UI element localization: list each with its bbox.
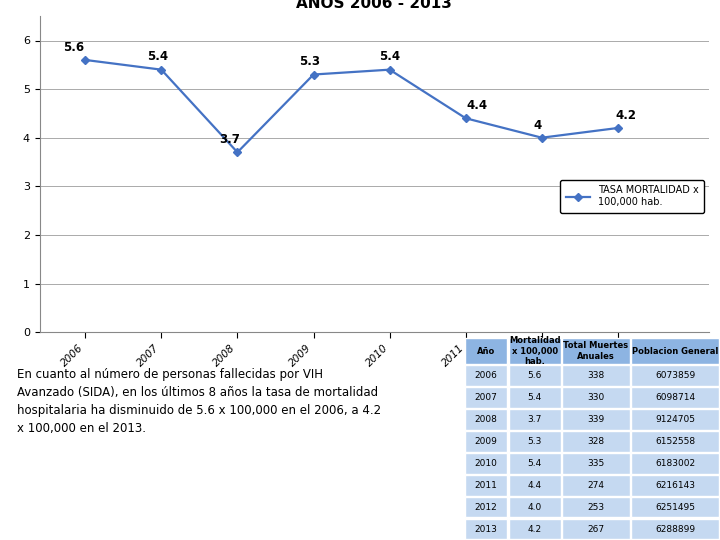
FancyBboxPatch shape	[508, 519, 561, 539]
TASA MORTALIDAD x
100,000 hab.	[309, 71, 318, 78]
Text: 5.3: 5.3	[300, 55, 320, 68]
FancyBboxPatch shape	[631, 519, 719, 539]
Text: 6288899: 6288899	[655, 524, 696, 534]
Text: 6216143: 6216143	[655, 481, 696, 490]
Text: 3.7: 3.7	[220, 133, 240, 146]
TASA MORTALIDAD x
100,000 hab.	[613, 125, 622, 131]
Text: 5.3: 5.3	[528, 437, 542, 446]
Text: 3.7: 3.7	[528, 415, 542, 424]
FancyBboxPatch shape	[562, 453, 630, 474]
FancyBboxPatch shape	[562, 338, 630, 364]
FancyBboxPatch shape	[465, 519, 507, 539]
FancyBboxPatch shape	[508, 387, 561, 408]
FancyBboxPatch shape	[562, 431, 630, 452]
Text: UNAMONOS PARA CRECER: UNAMONOS PARA CRECER	[612, 33, 684, 38]
FancyBboxPatch shape	[508, 409, 561, 430]
Legend: TASA MORTALIDAD x
100,000 hab.: TASA MORTALIDAD x 100,000 hab.	[560, 180, 704, 213]
Text: Mortalidad
x 100,000
hab.: Mortalidad x 100,000 hab.	[509, 336, 560, 366]
Text: 2007: 2007	[474, 393, 498, 402]
Text: 2013: 2013	[474, 524, 498, 534]
FancyBboxPatch shape	[465, 453, 507, 474]
Text: En cuanto al número de personas fallecidas por VIH
Avanzado (SIDA), en los últim: En cuanto al número de personas fallecid…	[17, 368, 382, 435]
FancyBboxPatch shape	[465, 475, 507, 496]
Text: 4.0: 4.0	[528, 503, 542, 512]
FancyBboxPatch shape	[562, 387, 630, 408]
Text: 2008: 2008	[474, 415, 498, 424]
Text: 4.4: 4.4	[467, 99, 487, 112]
TASA MORTALIDAD x
100,000 hab.	[157, 66, 166, 73]
Text: MORTALIDAD 2006-2013: MORTALIDAD 2006-2013	[88, 15, 546, 48]
TASA MORTALIDAD x
100,000 hab.	[385, 66, 394, 73]
Text: 9124705: 9124705	[655, 415, 696, 424]
Text: Poblacion General: Poblacion General	[632, 347, 719, 356]
FancyBboxPatch shape	[508, 475, 561, 496]
Text: 335: 335	[588, 459, 605, 468]
FancyBboxPatch shape	[465, 497, 507, 517]
FancyBboxPatch shape	[631, 475, 719, 496]
TASA MORTALIDAD x
100,000 hab.	[81, 57, 89, 63]
Text: 2011: 2011	[474, 481, 498, 490]
Text: 2006: 2006	[474, 372, 498, 380]
Text: 4.2: 4.2	[528, 524, 541, 534]
FancyBboxPatch shape	[631, 497, 719, 517]
FancyBboxPatch shape	[631, 387, 719, 408]
Text: 253: 253	[588, 503, 605, 512]
Text: 5.4: 5.4	[147, 50, 168, 63]
FancyBboxPatch shape	[465, 366, 507, 386]
Text: 2010: 2010	[474, 459, 498, 468]
Text: 2012: 2012	[474, 503, 498, 512]
FancyBboxPatch shape	[631, 431, 719, 452]
TASA MORTALIDAD x
100,000 hab.	[537, 134, 546, 141]
Text: 5.4: 5.4	[379, 50, 400, 63]
FancyBboxPatch shape	[465, 409, 507, 430]
Text: 339: 339	[588, 415, 605, 424]
FancyBboxPatch shape	[465, 387, 507, 408]
FancyBboxPatch shape	[508, 453, 561, 474]
FancyBboxPatch shape	[508, 497, 561, 517]
Text: 4.4: 4.4	[528, 481, 541, 490]
Text: 6152558: 6152558	[655, 437, 696, 446]
Text: 6183002: 6183002	[655, 459, 696, 468]
FancyBboxPatch shape	[508, 366, 561, 386]
Text: 5.6: 5.6	[63, 40, 84, 53]
Text: 328: 328	[588, 437, 605, 446]
FancyBboxPatch shape	[631, 409, 719, 430]
Text: 4: 4	[534, 119, 542, 132]
FancyBboxPatch shape	[508, 338, 561, 364]
FancyBboxPatch shape	[562, 366, 630, 386]
Text: 274: 274	[588, 481, 605, 490]
Text: 338: 338	[588, 372, 605, 380]
Text: Total Muertes
Anuales: Total Muertes Anuales	[564, 341, 629, 361]
Text: 2009: 2009	[474, 437, 498, 446]
Text: 5.4: 5.4	[528, 393, 542, 402]
FancyBboxPatch shape	[631, 366, 719, 386]
FancyBboxPatch shape	[562, 519, 630, 539]
FancyBboxPatch shape	[562, 409, 630, 430]
FancyBboxPatch shape	[631, 338, 719, 364]
FancyBboxPatch shape	[562, 475, 630, 496]
FancyBboxPatch shape	[631, 453, 719, 474]
Text: 6073859: 6073859	[655, 372, 696, 380]
FancyBboxPatch shape	[465, 338, 507, 364]
Text: 6251495: 6251495	[655, 503, 696, 512]
FancyBboxPatch shape	[465, 431, 507, 452]
Text: 5.6: 5.6	[528, 372, 542, 380]
Text: 330: 330	[588, 393, 605, 402]
FancyBboxPatch shape	[562, 497, 630, 517]
Text: 6098714: 6098714	[655, 393, 696, 402]
Line: TASA MORTALIDAD x
100,000 hab.: TASA MORTALIDAD x 100,000 hab.	[82, 57, 621, 156]
Text: 4.2: 4.2	[615, 109, 636, 122]
Text: 267: 267	[588, 524, 605, 534]
TASA MORTALIDAD x
100,000 hab.	[462, 115, 470, 122]
Title: TASA MORTALIDAD x 100,000 hab.
AÑOS 2006 - 2013: TASA MORTALIDAD x 100,000 hab. AÑOS 2006…	[228, 0, 521, 11]
Text: 5.4: 5.4	[528, 459, 542, 468]
TASA MORTALIDAD x
100,000 hab.	[233, 149, 242, 156]
Text: EL SALVADOR: EL SALVADOR	[613, 13, 683, 22]
FancyBboxPatch shape	[508, 431, 561, 452]
Text: Año: Año	[477, 347, 495, 356]
